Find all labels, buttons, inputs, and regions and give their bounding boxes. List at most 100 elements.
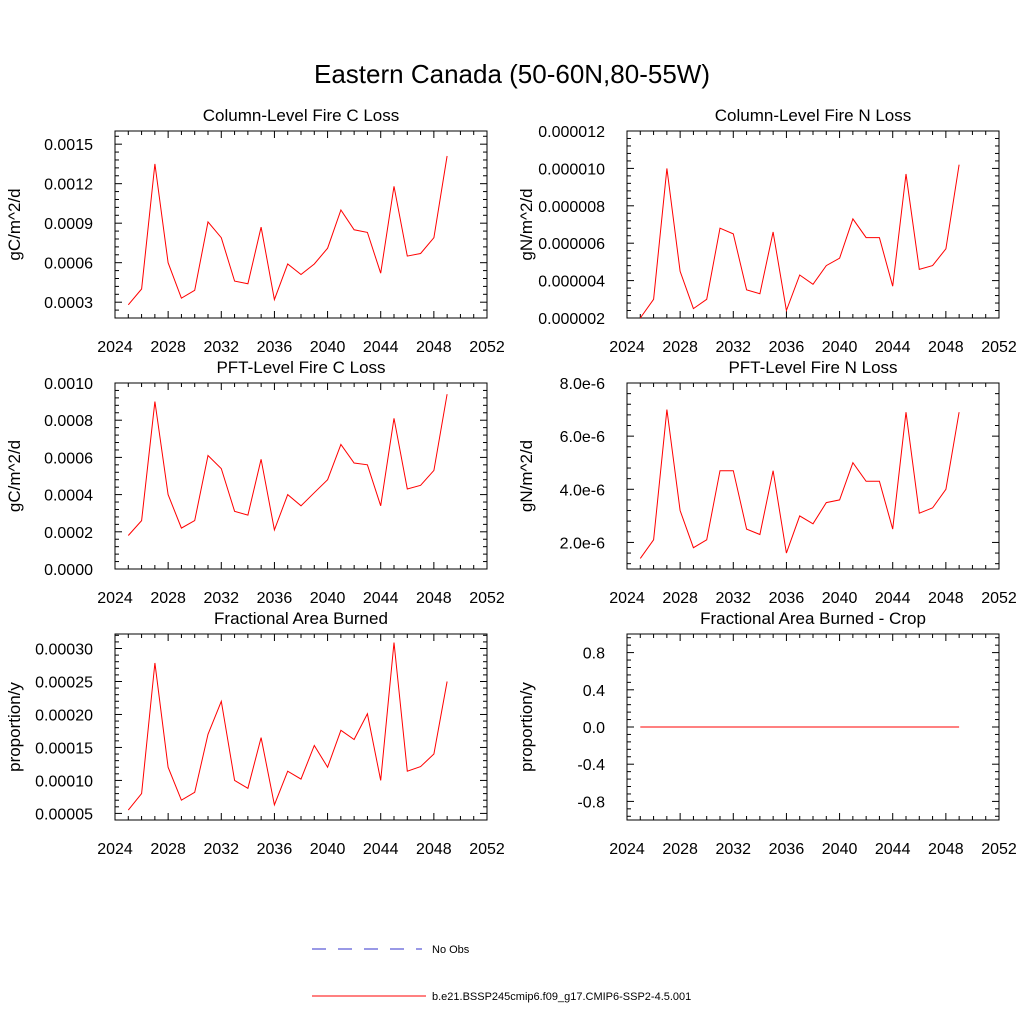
x-tick-label: 2052	[981, 339, 1017, 356]
x-tick-label: 2044	[363, 590, 399, 607]
y-tick-label: 4.0e-6	[560, 482, 605, 499]
x-tick-label: 2048	[928, 590, 964, 607]
y-tick-label: 0.000006	[538, 236, 605, 253]
y-tick-label: 0.0004	[44, 488, 93, 505]
y-tick-label: 0.00020	[35, 707, 93, 724]
y-tick-label: -0.4	[577, 757, 605, 774]
x-tick-label: 2028	[662, 590, 698, 607]
y-tick-label: 0.0006	[44, 256, 93, 273]
series-line	[127, 642, 448, 811]
panel-title: Fractional Area Burned - Crop	[700, 609, 926, 628]
x-tick-label: 2044	[875, 339, 911, 356]
y-tick-label: 0.000002	[538, 311, 605, 328]
x-tick-label: 2044	[363, 841, 399, 858]
y-axis-label: proportion/y	[5, 682, 24, 772]
y-tick-label: 6.0e-6	[560, 429, 605, 446]
x-tick-label: 2048	[928, 339, 964, 356]
x-tick-label: 2028	[150, 590, 186, 607]
x-tick-label: 2036	[769, 841, 805, 858]
y-tick-label: 0.0012	[44, 177, 93, 194]
x-tick-label: 2028	[150, 339, 186, 356]
y-axis-label: gN/m^2/d	[517, 440, 536, 512]
x-tick-label: 2044	[875, 841, 911, 858]
series-line	[639, 164, 960, 319]
y-tick-label: 0.000012	[538, 124, 605, 141]
y-tick-label: 0.000008	[538, 199, 605, 216]
x-tick-label: 2036	[257, 590, 293, 607]
y-tick-label: 0.0008	[44, 413, 93, 430]
y-tick-label: 0.00005	[35, 806, 93, 823]
x-tick-label: 2032	[715, 841, 751, 858]
x-tick-label: 2052	[981, 590, 1017, 607]
y-tick-label: 0.4	[583, 683, 605, 700]
x-tick-label: 2036	[257, 841, 293, 858]
x-tick-label: 2028	[150, 841, 186, 858]
x-tick-label: 2040	[822, 339, 858, 356]
legend-label-no-obs: No Obs	[432, 944, 470, 956]
panel-title: Fractional Area Burned	[214, 609, 388, 628]
y-axis-label: gC/m^2/d	[5, 188, 24, 260]
x-tick-label: 2052	[981, 841, 1017, 858]
y-tick-label: 0.00030	[35, 642, 93, 659]
x-tick-label: 2044	[875, 590, 911, 607]
y-tick-label: 0.0003	[44, 295, 93, 312]
x-tick-label: 2024	[609, 590, 645, 607]
y-tick-label: 0.0	[583, 720, 605, 737]
y-tick-label: 0.000004	[538, 274, 605, 291]
x-tick-label: 2048	[416, 590, 452, 607]
x-tick-label: 2036	[769, 590, 805, 607]
y-tick-label: 0.0006	[44, 450, 93, 467]
x-tick-label: 2048	[928, 841, 964, 858]
x-tick-label: 2032	[715, 590, 751, 607]
x-tick-label: 2040	[310, 590, 346, 607]
x-tick-label: 2040	[310, 841, 346, 858]
y-tick-label: 0.0015	[44, 137, 93, 154]
x-tick-label: 2036	[257, 339, 293, 356]
series-line	[127, 394, 448, 536]
x-tick-label: 2024	[97, 590, 133, 607]
x-tick-label: 2048	[416, 841, 452, 858]
x-tick-label: 2024	[97, 841, 133, 858]
panel-title: Column-Level Fire N Loss	[715, 106, 912, 125]
x-tick-label: 2024	[609, 339, 645, 356]
y-tick-label: 8.0e-6	[560, 376, 605, 393]
y-tick-label: -0.8	[577, 794, 605, 811]
x-tick-label: 2032	[203, 841, 239, 858]
x-tick-label: 2036	[769, 339, 805, 356]
y-tick-label: 0.0009	[44, 216, 93, 233]
y-tick-label: 0.00015	[35, 740, 93, 757]
x-tick-label: 2040	[822, 590, 858, 607]
x-tick-label: 2052	[469, 590, 505, 607]
x-tick-label: 2032	[203, 590, 239, 607]
x-tick-label: 2040	[310, 339, 346, 356]
panel-title: PFT-Level Fire N Loss	[728, 358, 897, 377]
y-tick-label: 0.8	[583, 646, 605, 663]
x-tick-label: 2028	[662, 339, 698, 356]
x-tick-label: 2044	[363, 339, 399, 356]
y-tick-label: 0.0002	[44, 525, 93, 542]
y-axis-label: gN/m^2/d	[517, 188, 536, 260]
x-tick-label: 2024	[97, 339, 133, 356]
panel-title: PFT-Level Fire C Loss	[216, 358, 385, 377]
x-tick-label: 2032	[203, 339, 239, 356]
x-tick-label: 2028	[662, 841, 698, 858]
series-line	[127, 155, 448, 306]
legend-label-model: b.e21.BSSP245cmip6.f09_g17.CMIP6-SSP2-4.…	[432, 991, 691, 1003]
x-tick-label: 2048	[416, 339, 452, 356]
y-tick-label: 0.000010	[538, 161, 605, 178]
x-tick-label: 2024	[609, 841, 645, 858]
y-tick-label: 2.0e-6	[560, 535, 605, 552]
panel-title: Column-Level Fire C Loss	[203, 106, 400, 125]
figure-title: Eastern Canada (50-60N,80-55W)	[314, 59, 710, 89]
y-tick-label: 0.00010	[35, 773, 93, 790]
x-tick-label: 2040	[822, 841, 858, 858]
x-tick-label: 2032	[715, 339, 751, 356]
y-axis-label: gC/m^2/d	[5, 440, 24, 512]
